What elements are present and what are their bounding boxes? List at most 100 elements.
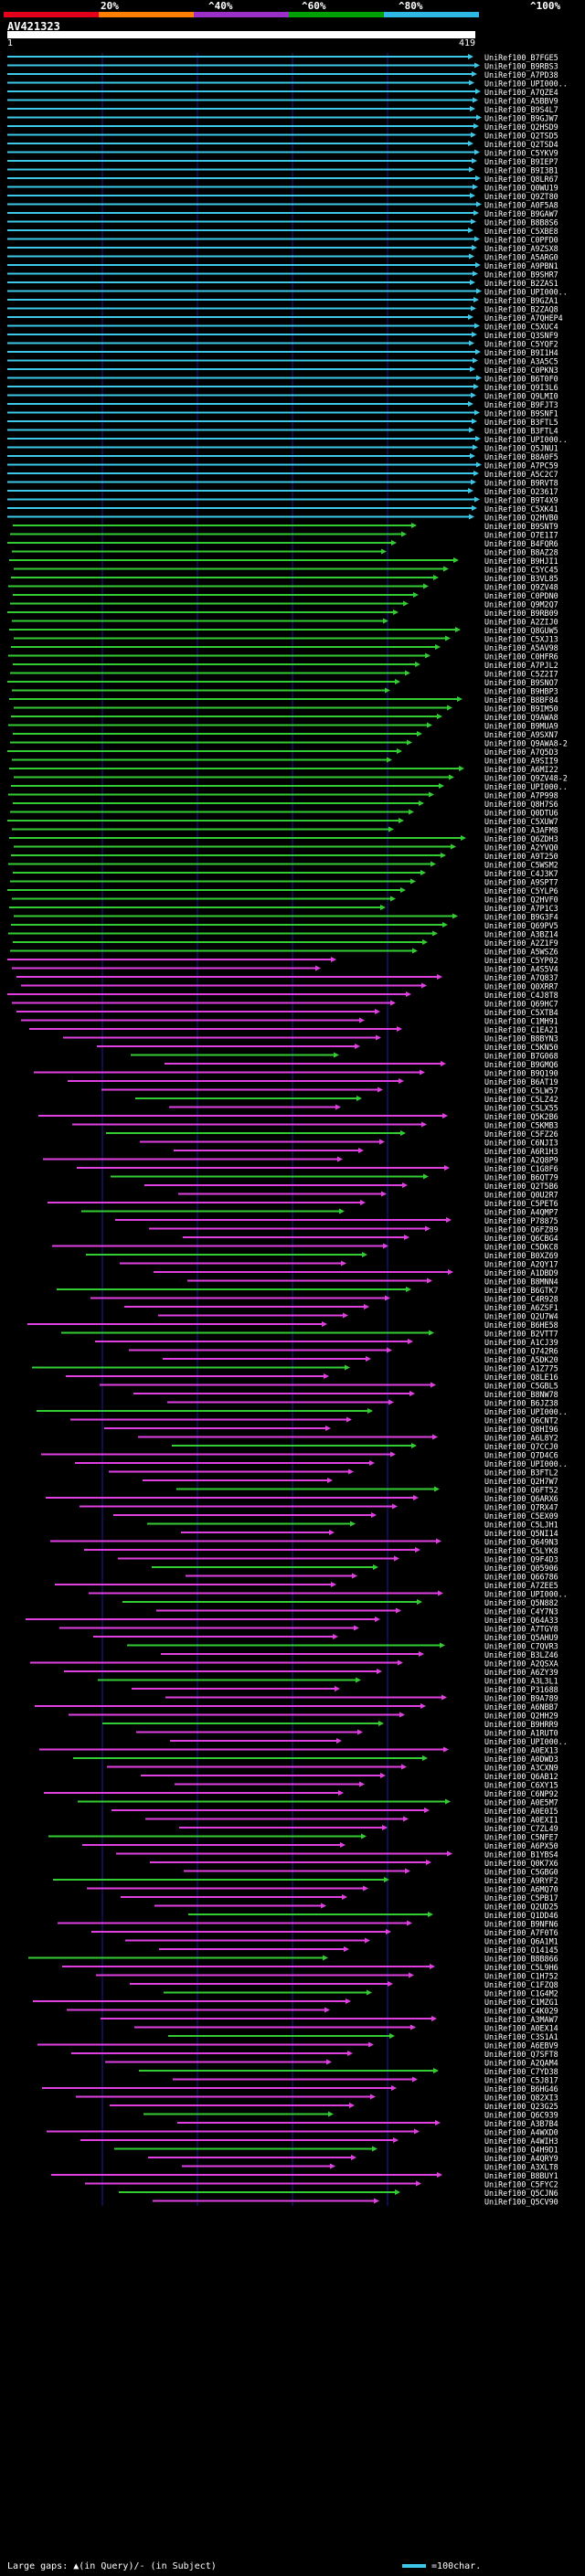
hit-label[interactable]: UniRef100_B9SNO7 (484, 678, 558, 687)
hit-row[interactable]: UniRef100_A6MQ70 (87, 1885, 558, 1894)
hit-label[interactable]: UniRef100_Q0U2R7 (484, 1191, 558, 1200)
hit-row[interactable]: UniRef100_A2QY17 (120, 1260, 558, 1269)
hit-label[interactable]: UniRef100_C0PFD0 (484, 236, 558, 245)
hit-row[interactable]: UniRef100_A9PBN1 (7, 261, 558, 270)
hit-row[interactable]: UniRef100_A1RUT0 (136, 1729, 558, 1738)
hit-row[interactable]: UniRef100_Q0WU19 (7, 184, 558, 193)
hit-label[interactable]: UniRef100_Q05906 (484, 1564, 558, 1573)
hit-row[interactable]: UniRef100_A0EX13 (39, 1746, 558, 1755)
hit-row[interactable]: UniRef100_C5PB17 (121, 1893, 558, 1903)
hit-row[interactable]: UniRef100_Q6CBG4 (183, 1234, 558, 1243)
hit-label[interactable]: UniRef100_C5XBE8 (484, 227, 558, 236)
hit-label[interactable]: UniRef100_A6MI22 (484, 765, 558, 774)
hit-label[interactable]: UniRef100_UPI000.. (484, 80, 568, 89)
hit-row[interactable]: UniRef100_C4J8T8 (7, 991, 558, 1000)
hit-label[interactable]: UniRef100_A9ZSX8 (484, 244, 558, 253)
hit-label[interactable]: UniRef100_Q0WU19 (484, 184, 558, 193)
hit-label[interactable]: UniRef100_A1Z775 (484, 1364, 558, 1373)
hit-row[interactable]: UniRef100_A2YVQ0 (14, 843, 558, 853)
hit-row[interactable]: UniRef100_B9SNF1 (7, 409, 558, 419)
hit-row[interactable]: UniRef100_Q2U7W4 (158, 1312, 558, 1321)
hit-label[interactable]: UniRef100_Q2HSD9 (484, 122, 558, 132)
hit-label[interactable]: UniRef100_B9S4L7 (484, 105, 558, 114)
hit-row[interactable]: UniRef100_B8NW78 (133, 1390, 558, 1399)
hit-label[interactable]: UniRef100_C3S1A1 (484, 2032, 558, 2041)
hit-label[interactable]: UniRef100_C1H752 (484, 1972, 558, 1981)
hit-row[interactable]: UniRef100_A0F5A8 (7, 201, 558, 210)
hit-row[interactable]: UniRef100_C5XBE8 (7, 227, 558, 236)
hit-row[interactable]: UniRef100_C5FYC2 (85, 2180, 558, 2189)
hit-row[interactable]: UniRef100_A0EX14 (134, 2024, 558, 2033)
hit-label[interactable]: UniRef100_B9A789 (484, 1694, 558, 1703)
hit-label[interactable]: UniRef100_C5J817 (484, 2076, 558, 2085)
hit-row[interactable]: UniRef100_B9IM50 (14, 705, 558, 714)
hit-label[interactable]: UniRef100_B9HBP3 (484, 687, 558, 696)
hit-label[interactable]: UniRef100_C5YKV9 (484, 149, 558, 158)
hit-row[interactable]: UniRef100_B8BF84 (9, 695, 558, 705)
hit-row[interactable]: UniRef100_A6R1H3 (174, 1147, 558, 1156)
hit-row[interactable]: UniRef100_A0EXI1 (145, 1816, 558, 1825)
hit-row[interactable]: UniRef100_C3S1A1 (168, 2032, 558, 2041)
hit-label[interactable]: UniRef100_B9RBS3 (484, 62, 558, 71)
hit-row[interactable]: UniRef100_C5WSM2 (8, 861, 558, 870)
hit-label[interactable]: UniRef100_O23617 (484, 487, 558, 496)
hit-label[interactable]: UniRef100_UPI000.. (484, 1407, 568, 1416)
hit-label[interactable]: UniRef100_Q5K2B6 (484, 1112, 558, 1121)
hit-row[interactable]: UniRef100_A3CXN9 (107, 1764, 558, 1773)
hit-row[interactable]: UniRef100_Q5N882 (122, 1598, 558, 1607)
hit-label[interactable]: UniRef100_B1YBS4 (484, 1850, 558, 1860)
hit-label[interactable]: UniRef100_B8B866 (484, 1955, 558, 1964)
hit-label[interactable]: UniRef100_B9IEP7 (484, 157, 558, 166)
hit-row[interactable]: UniRef100_O7E1I7 (10, 531, 558, 540)
hit-row[interactable]: UniRef100_C5YP02 (7, 956, 558, 965)
hit-label[interactable]: UniRef100_A0EX14 (484, 2024, 558, 2033)
hit-label[interactable]: UniRef100_C5PET6 (484, 1199, 558, 1208)
hit-label[interactable]: UniRef100_A3L3L1 (484, 1677, 558, 1686)
hit-label[interactable]: UniRef100_B9GAW7 (484, 209, 558, 218)
hit-row[interactable]: UniRef100_Q2TSD4 (7, 140, 558, 149)
hit-label[interactable]: UniRef100_A3B7B4 (484, 2119, 558, 2128)
hit-label[interactable]: UniRef100_B9HRR9 (484, 1720, 558, 1729)
hit-row[interactable]: UniRef100_Q9M2Q7 (10, 600, 558, 610)
hit-row[interactable]: UniRef100_C1FZQ8 (130, 1980, 558, 1989)
hit-label[interactable]: UniRef100_A6PX50 (484, 1841, 558, 1850)
hit-row[interactable]: UniRef100_C6XY15 (175, 1781, 558, 1790)
hit-row[interactable]: UniRef100_Q7D4C6 (41, 1451, 558, 1460)
hit-row[interactable]: UniRef100_A2QAM4 (105, 2059, 558, 2068)
hit-label[interactable]: UniRef100_A5ARG0 (484, 253, 558, 262)
hit-label[interactable]: UniRef100_B2VTT7 (484, 1330, 558, 1339)
hit-label[interactable]: UniRef100_A7Q837 (484, 973, 558, 982)
hit-row[interactable]: UniRef100_B7G068 (131, 1052, 558, 1061)
hit-row[interactable]: UniRef100_Q7RX47 (80, 1503, 558, 1512)
hit-row[interactable]: UniRef100_B9RB09 (7, 609, 558, 618)
hit-row[interactable]: UniRef100_Q9I3L6 (7, 383, 558, 392)
hit-row[interactable]: UniRef100_A7PD38 (7, 70, 558, 80)
hit-label[interactable]: UniRef100_A2Q8P9 (484, 1156, 558, 1165)
hit-label[interactable]: UniRef100_B9FJT3 (484, 400, 558, 409)
hit-row[interactable]: UniRef100_A9SPT7 (10, 878, 558, 887)
hit-label[interactable]: UniRef100_B8BUY1 (484, 2171, 558, 2180)
hit-row[interactable]: UniRef100_C1MH91 (21, 1017, 558, 1026)
hit-row[interactable]: UniRef100_C5XJ13 (14, 635, 558, 644)
hit-label[interactable]: UniRef100_B8B8S6 (484, 218, 558, 228)
hit-label[interactable]: UniRef100_Q8LE16 (484, 1373, 558, 1382)
hit-label[interactable]: UniRef100_A7PD38 (484, 70, 558, 80)
hit-row[interactable]: UniRef100_C5YQF2 (7, 340, 558, 349)
hit-row[interactable]: UniRef100_B9S4L7 (7, 105, 558, 114)
hit-label[interactable]: UniRef100_C5YQF2 (484, 340, 558, 349)
hit-row[interactable]: UniRef100_A6L8Y2 (138, 1434, 558, 1443)
hit-label[interactable]: UniRef100_C7ZL49 (484, 1824, 558, 1833)
hit-label[interactable]: UniRef100_A0E5M7 (484, 1798, 558, 1807)
hit-row[interactable]: UniRef100_Q0XRR7 (21, 982, 558, 991)
hit-row[interactable]: UniRef100_UPI000.. (89, 1590, 568, 1599)
hit-label[interactable]: UniRef100_C0HFR6 (484, 652, 558, 662)
hit-label[interactable]: UniRef100_B3FTL2 (484, 1468, 558, 1478)
hit-row[interactable]: UniRef100_Q2HSD9 (7, 122, 558, 132)
hit-row[interactable]: UniRef100_A4WXD0 (47, 2128, 558, 2137)
hit-row[interactable]: UniRef100_B9GMQ6 (165, 1060, 558, 1069)
hit-label[interactable]: UniRef100_B9I3B1 (484, 166, 558, 175)
hit-row[interactable]: UniRef100_Q7CCJ0 (172, 1442, 558, 1451)
hit-row[interactable]: UniRef100_B6HG46 (42, 2084, 558, 2094)
hit-row[interactable]: UniRef100_B9GJW7 (7, 114, 558, 123)
hit-label[interactable]: UniRef100_B6QT79 (484, 1173, 558, 1182)
